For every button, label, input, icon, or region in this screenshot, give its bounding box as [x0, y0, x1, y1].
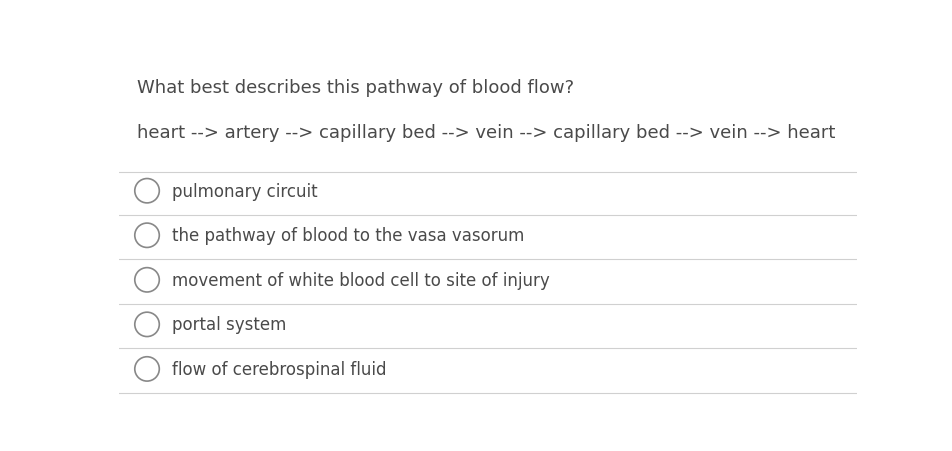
Text: the pathway of blood to the vasa vasorum: the pathway of blood to the vasa vasorum — [172, 227, 525, 245]
Text: What best describes this pathway of blood flow?: What best describes this pathway of bloo… — [137, 78, 575, 97]
Text: flow of cerebrospinal fluid: flow of cerebrospinal fluid — [172, 360, 387, 378]
Text: heart --> artery --> capillary bed --> vein --> capillary bed --> vein --> heart: heart --> artery --> capillary bed --> v… — [137, 124, 836, 142]
Text: movement of white blood cell to site of injury: movement of white blood cell to site of … — [172, 271, 550, 289]
Text: pulmonary circuit: pulmonary circuit — [172, 182, 318, 200]
Text: portal system: portal system — [172, 316, 287, 334]
